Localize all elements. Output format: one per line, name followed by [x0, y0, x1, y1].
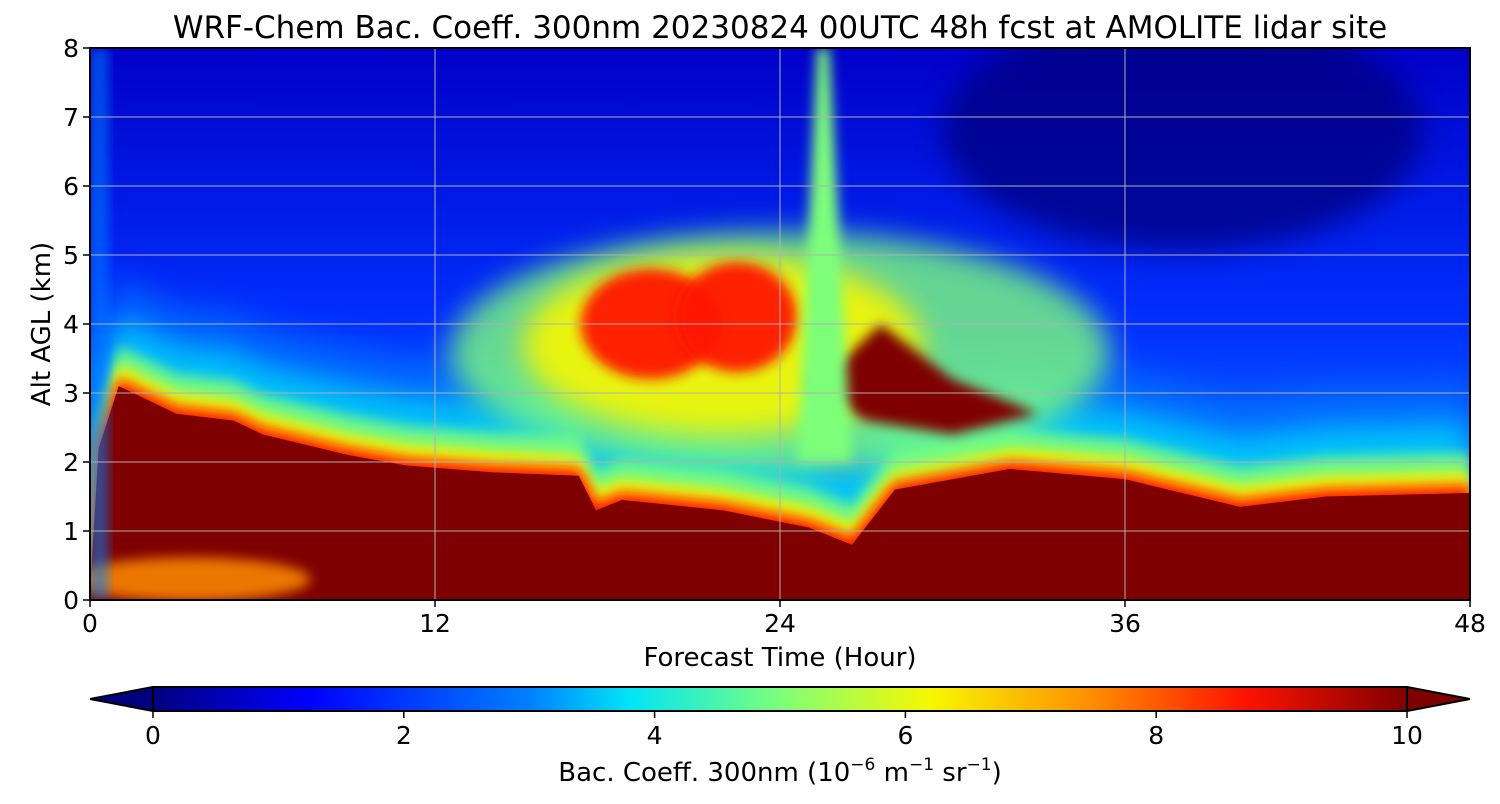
x-tick-label: 24 — [764, 609, 796, 638]
x-tick-label: 36 — [1109, 609, 1141, 638]
colorbar-tick-label: 4 — [647, 721, 663, 750]
colorbar-tick-label: 10 — [1391, 721, 1423, 750]
y-tick-label: 2 — [63, 448, 79, 477]
heatmap-clean-air — [942, 48, 1423, 251]
y-tick-label: 6 — [63, 172, 79, 201]
heatmap-field — [90, 48, 1470, 600]
y-tick-label: 4 — [63, 310, 79, 339]
colorbar-tick-label: 6 — [897, 721, 913, 750]
colorbar-extend-high — [1406, 685, 1471, 713]
colorbar: 0 2 4 6 8 10 Bac. Coeff. 300nm (10−6 m−1 sr−1… — [89, 685, 1471, 788]
colorbar-tick-label: 2 — [396, 721, 412, 750]
x-tick-label: 12 — [419, 609, 451, 638]
colorbar-extend-low — [89, 685, 154, 713]
heatmap-plume-core-c — [808, 324, 1039, 435]
y-tick-label: 7 — [63, 103, 79, 132]
y-axis-label: Alt AGL (km) — [27, 242, 57, 406]
y-tick-label: 1 — [63, 517, 79, 546]
y-tick-label: 3 — [63, 379, 79, 408]
y-tick-label: 5 — [63, 241, 79, 270]
heatmap-surface-band — [90, 557, 311, 600]
x-tick-label: 0 — [82, 609, 98, 638]
colorbar-label: Bac. Coeff. 300nm (10−6 m−1 sr−1) — [558, 755, 1001, 788]
y-tick-label: 8 — [63, 34, 79, 63]
x-axis-label: Forecast Time (Hour) — [643, 643, 916, 673]
colorbar-tick-label: 0 — [145, 721, 161, 750]
x-tick-label: 48 — [1454, 609, 1486, 638]
colorbar-gradient — [152, 686, 1408, 712]
y-tick-label: 0 — [63, 586, 79, 615]
colorbar-tick-label: 8 — [1148, 721, 1164, 750]
colorbar-ticks: 0 2 4 6 8 10 — [145, 711, 1423, 750]
heatmap-plume-core-b — [676, 262, 797, 373]
chart-title: WRF-Chem Bac. Coeff. 300nm 20230824 00UT… — [173, 10, 1387, 46]
